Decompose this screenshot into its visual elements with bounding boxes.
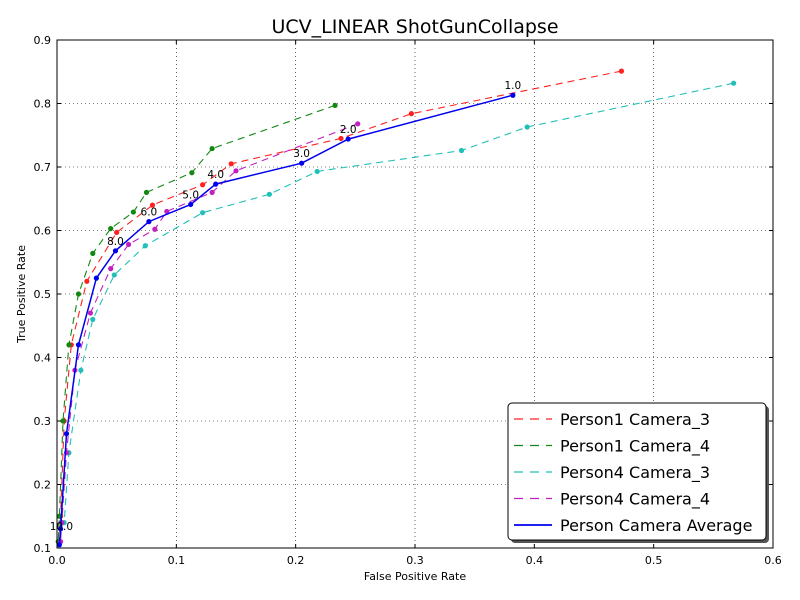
- data-point: [524, 124, 530, 130]
- threshold-label: 2.0: [340, 124, 357, 136]
- data-point: [56, 542, 62, 548]
- threshold-label: 10.0: [50, 521, 73, 533]
- legend-label: Person4 Camera_3: [560, 463, 710, 483]
- y-axis-label: True Positive Rate: [15, 245, 28, 344]
- y-tick-label: 0.9: [34, 34, 52, 47]
- x-axis-label: False Positive Rate: [364, 570, 466, 583]
- data-point: [510, 92, 516, 98]
- series-line: [63, 82, 734, 523]
- data-point: [90, 316, 96, 322]
- data-point: [66, 342, 72, 348]
- data-point: [126, 241, 132, 248]
- data-point: [233, 168, 239, 174]
- x-tick-label: 0.0: [48, 554, 66, 567]
- data-point: [60, 418, 66, 424]
- series-5: [56, 92, 516, 548]
- y-tick-label: 0.8: [34, 98, 52, 111]
- y-tick-label: 0.3: [34, 415, 52, 428]
- series-line: [58, 70, 622, 542]
- legend-label: Person Camera Average: [560, 516, 752, 535]
- data-point: [408, 111, 415, 117]
- data-point: [87, 310, 94, 316]
- data-point: [146, 219, 152, 225]
- threshold-label: 4.0: [207, 169, 224, 181]
- x-tick-label: 0.3: [406, 554, 424, 567]
- data-point: [345, 136, 351, 142]
- x-tick-label: 0.1: [168, 554, 186, 567]
- axis-ticks: 0.0 0.1 0.2 0.3 0.4 0.5 0.60.10.20.30.40.50.60…: [34, 34, 782, 567]
- data-point: [332, 102, 338, 109]
- threshold-label: 1.0: [505, 80, 522, 92]
- data-point: [209, 189, 215, 195]
- data-point: [213, 181, 219, 187]
- data-point: [188, 201, 194, 208]
- legend-entry: Person4 Camera_4: [514, 490, 710, 510]
- data-point: [142, 243, 148, 249]
- data-point: [152, 226, 158, 232]
- x-tick-label: 0.2: [287, 554, 305, 567]
- data-point: [338, 135, 344, 142]
- data-point: [143, 189, 150, 195]
- legend-entry: Person1 Camera_3: [514, 410, 710, 430]
- data-point: [84, 278, 90, 284]
- threshold-label: 3.0: [293, 148, 310, 160]
- data-point: [90, 250, 96, 256]
- y-tick-label: 0.4: [34, 352, 52, 365]
- threshold-annotations: 1.0 2.0 3.0 4.0 5.0 6.0 8.0 10.0: [50, 80, 522, 533]
- legend-box: [507, 402, 767, 541]
- data-point: [314, 168, 320, 175]
- legend-label: Person1 Camera_3: [560, 410, 710, 430]
- data-point: [618, 68, 625, 74]
- legend-entry: Person4 Camera_3: [514, 463, 710, 483]
- data-point: [199, 182, 206, 188]
- legend-entry: Person Camera Average: [514, 516, 752, 535]
- threshold-label: 6.0: [141, 207, 158, 219]
- data-point: [189, 170, 195, 176]
- data-point: [78, 367, 84, 373]
- data-point: [299, 160, 305, 166]
- data-point: [228, 161, 234, 167]
- legend-label: Person1 Camera_4: [560, 437, 710, 457]
- data-point: [57, 526, 64, 532]
- legend: Person1 Camera_3 Person1 Camera_4 Person4 …: [507, 402, 769, 543]
- series-line: [58, 94, 514, 545]
- series-group: [55, 68, 737, 548]
- x-tick-label: 0.6: [764, 554, 782, 567]
- data-point: [108, 225, 114, 232]
- data-point: [355, 121, 361, 127]
- data-point: [731, 80, 737, 86]
- data-point: [199, 210, 206, 216]
- legend-label: Person4 Camera_4: [560, 490, 710, 510]
- x-tick-label: 0.4: [526, 554, 544, 567]
- y-tick-label: 0.2: [34, 479, 52, 492]
- data-point: [111, 272, 117, 278]
- chart-title: UCV_LINEAR ShotGunCollapse: [271, 16, 558, 38]
- y-tick-label: 0.5: [34, 288, 52, 301]
- threshold-label: 5.0: [182, 189, 199, 201]
- data-point: [458, 147, 465, 154]
- series-line: [60, 123, 358, 542]
- y-tick-label: 0.7: [34, 161, 52, 174]
- data-point: [93, 275, 99, 281]
- x-tick-label: 0.5: [645, 554, 663, 567]
- data-point: [130, 209, 136, 215]
- data-point: [114, 229, 120, 236]
- data-point: [75, 342, 82, 348]
- data-point: [209, 145, 215, 152]
- threshold-label: 8.0: [107, 236, 124, 248]
- data-point: [108, 266, 114, 272]
- legend-entry: Person1 Camera_4: [514, 437, 710, 457]
- y-tick-label: 0.1: [34, 542, 52, 555]
- data-point: [63, 431, 70, 437]
- data-point: [164, 208, 170, 215]
- data-point: [266, 191, 273, 197]
- data-point: [75, 291, 82, 297]
- series-line: [57, 104, 336, 542]
- y-tick-label: 0.6: [34, 225, 52, 238]
- data-point: [112, 248, 119, 254]
- data-point: [149, 202, 156, 208]
